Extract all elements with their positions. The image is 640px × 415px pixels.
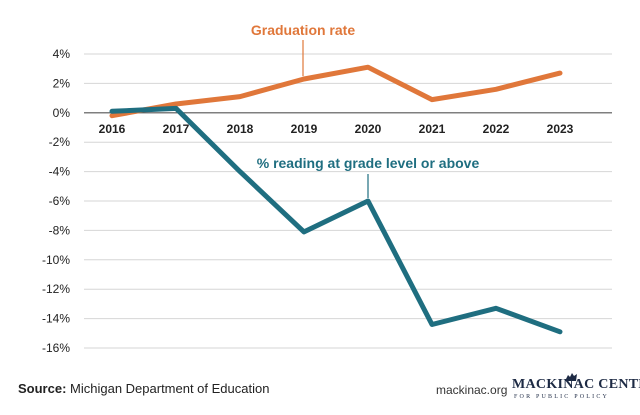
x-tick-label: 2022 — [483, 122, 510, 136]
x-tick-label: 2021 — [419, 122, 446, 136]
mackinac-center-logo: MACKINAC CENTER FOR PUBLIC POLICY — [512, 373, 640, 404]
graduation-rate-label: Graduation rate — [251, 22, 355, 38]
y-tick-label: -16% — [42, 341, 70, 355]
logo-tagline: FOR PUBLIC POLICY — [514, 394, 610, 400]
graduation-rate-line — [109, 64, 563, 119]
x-tick-label: 2018 — [227, 122, 254, 136]
y-tick-label: -2% — [49, 135, 71, 149]
website-text: mackinac.org — [436, 383, 508, 397]
y-tick-label: -14% — [42, 312, 70, 326]
x-tick-label: 2020 — [355, 122, 382, 136]
y-tick-label: 4% — [53, 47, 71, 61]
y-tick-label: -10% — [42, 253, 70, 267]
y-tick-label: -12% — [42, 282, 70, 296]
logo-name: MACKINAC CENTER — [512, 377, 640, 392]
source-text: Michigan Department of Education — [66, 381, 270, 396]
line-chart: 4%2%0%-2%-4%-6%-8%-10%-12%-14%-16% 2016 2… — [42, 22, 612, 355]
x-axis-ticks: 2016 2017 2018 2019 2020 2021 2022 2023 — [99, 122, 574, 136]
x-tick-label: 2023 — [547, 122, 574, 136]
source-note: Source: Michigan Department of Education — [18, 381, 269, 396]
x-tick-label: 2019 — [291, 122, 318, 136]
gridlines — [84, 53, 612, 349]
source-label: Source: — [18, 381, 67, 396]
series-labels: Graduation rate % reading at grade level … — [251, 22, 480, 198]
michigan-mark-icon — [565, 373, 577, 381]
reading-level-line — [109, 105, 563, 335]
series-lines — [109, 64, 563, 335]
y-tick-label: -4% — [49, 165, 71, 179]
reading-level-label: % reading at grade level or above — [257, 155, 480, 171]
y-tick-label: 2% — [53, 76, 71, 90]
x-tick-label: 2017 — [163, 122, 190, 136]
y-tick-label: -8% — [49, 223, 71, 237]
y-axis-ticks: 4% 2% 0% -2% -4% -6% -8% -10% -12% -14% -16% — [42, 47, 70, 355]
x-tick-label: 2016 — [99, 122, 126, 136]
y-tick-label: 0% — [53, 106, 71, 120]
y-tick-label: -6% — [49, 194, 71, 208]
